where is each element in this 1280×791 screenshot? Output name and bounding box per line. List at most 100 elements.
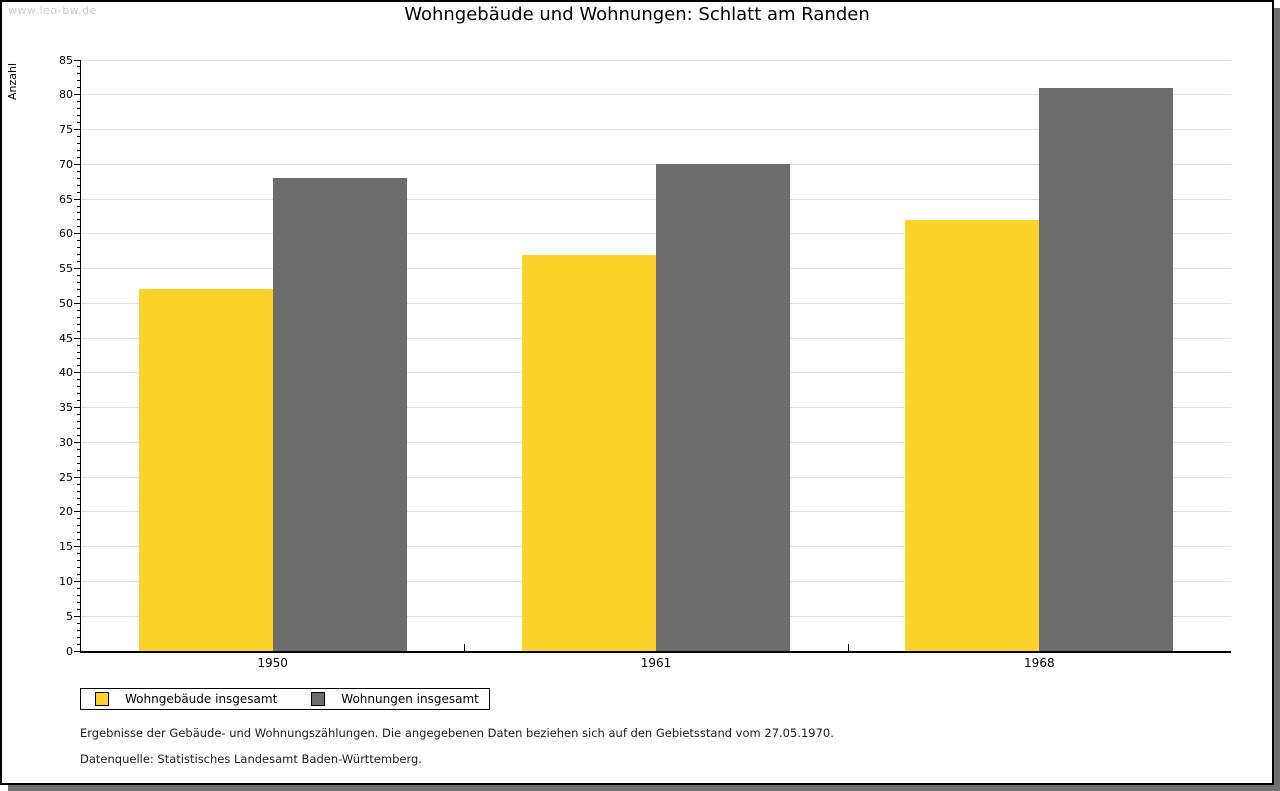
footnote-gebietsstand: Ergebnisse der Gebäude- und Wohnungszähl… [80,726,834,740]
y-tick-label: 35 [59,401,73,415]
y-minor-tick [77,594,80,596]
y-minor-tick [77,226,80,228]
x-tick-label: 1961 [640,656,672,670]
y-minor-tick [77,261,80,263]
y-major-tick [74,407,80,409]
page-title: Wohngebäude und Wohnungen: Schlatt am Ra… [404,4,870,25]
y-minor-tick [77,428,80,429]
y-tick-label: 65 [59,192,73,206]
y-minor-tick [77,608,80,610]
y-minor-tick [77,149,80,151]
y-minor-tick [77,122,80,124]
y-major-tick [74,650,80,652]
y-minor-tick [77,587,80,589]
y-minor-tick [77,275,80,277]
y-minor-tick [77,379,80,381]
y-tick-label: 80 [59,88,73,102]
y-tick-label: 30 [59,435,73,449]
legend-item-wohnungen: Wohnungen insgesamt [311,692,479,706]
y-minor-tick [77,393,80,395]
y-tick-label: 25 [59,470,73,484]
y-minor-tick [77,469,80,471]
y-minor-tick [77,455,80,457]
y-minor-tick [77,219,80,221]
bar-1950-wohnungen [272,178,407,651]
y-major-tick [74,372,80,374]
y-tick-label: 45 [59,331,73,345]
y-minor-tick [77,66,80,68]
gridline [81,59,1231,61]
y-minor-tick [77,560,80,562]
y-major-tick [74,163,80,165]
y-minor-tick [77,636,80,638]
y-minor-tick [77,434,80,436]
legend-label: Wohngebäude insgesamt [125,692,278,706]
y-tick-label: 55 [59,262,73,276]
y-tick-label: 10 [59,574,73,588]
y-minor-tick [77,386,80,388]
y-minor-tick [77,532,80,534]
watermark: www.leo-bw.de [8,4,97,17]
y-major-tick [74,441,80,443]
y-minor-tick [77,316,80,318]
y-minor-tick [77,254,80,256]
y-minor-tick [77,351,80,353]
y-minor-tick [77,400,80,402]
y-axis-label: Anzahl [6,62,19,100]
x-boundary-tick [847,644,849,651]
y-minor-tick [77,323,80,325]
y-minor-tick [77,170,80,172]
bar-1968-wohngebaeude [905,219,1040,651]
y-minor-tick [77,643,80,645]
gridline [81,163,1231,165]
y-minor-tick [77,601,80,603]
y-minor-tick [77,622,80,624]
y-minor-tick [77,483,80,485]
y-minor-tick [77,295,80,297]
y-major-tick [74,302,80,304]
drop-shadow-bottom [8,785,1280,791]
y-tick-label: 85 [59,53,73,67]
y-minor-tick [77,240,80,242]
y-minor-tick [77,80,80,82]
y-minor-tick [77,108,80,110]
drop-shadow-right [1274,8,1280,791]
y-major-tick [74,615,80,617]
y-minor-tick [77,574,80,576]
y-minor-tick [77,330,80,332]
y-minor-tick [77,281,80,283]
y-minor-tick [77,135,80,137]
y-tick-label: 50 [59,296,73,310]
y-minor-tick [77,448,80,450]
y-minor-tick [77,421,80,423]
y-minor-tick [77,115,80,117]
y-major-tick [74,337,80,339]
y-major-tick [74,546,80,548]
y-tick-label: 5 [66,609,73,623]
y-tick-label: 70 [59,157,73,171]
y-minor-tick [77,490,80,492]
y-minor-tick [77,87,80,89]
y-minor-tick [77,177,80,179]
bar-1968-wohnungen [1039,87,1174,651]
legend-swatch-yellow [95,692,109,706]
y-minor-tick [77,567,80,569]
y-major-tick [74,580,80,582]
y-tick-label: 20 [59,505,73,519]
y-tick-label: 60 [59,227,73,241]
y-tick-label: 40 [59,366,73,380]
y-minor-tick [77,288,80,290]
legend-item-wohngebaeude: Wohngebäude insgesamt [95,692,277,706]
y-minor-tick [77,629,80,631]
y-major-tick [74,94,80,96]
x-boundary-tick [464,644,466,651]
y-minor-tick [77,504,80,506]
y-minor-tick [77,497,80,499]
y-minor-tick [77,414,80,416]
y-minor-tick [77,212,80,214]
y-minor-tick [77,539,80,541]
y-major-tick [74,59,80,61]
legend-label: Wohnungen insgesamt [341,692,479,706]
bar-1961-wohnungen [656,164,790,651]
footnote-datenquelle: Datenquelle: Statistisches Landesamt Bad… [80,752,422,766]
